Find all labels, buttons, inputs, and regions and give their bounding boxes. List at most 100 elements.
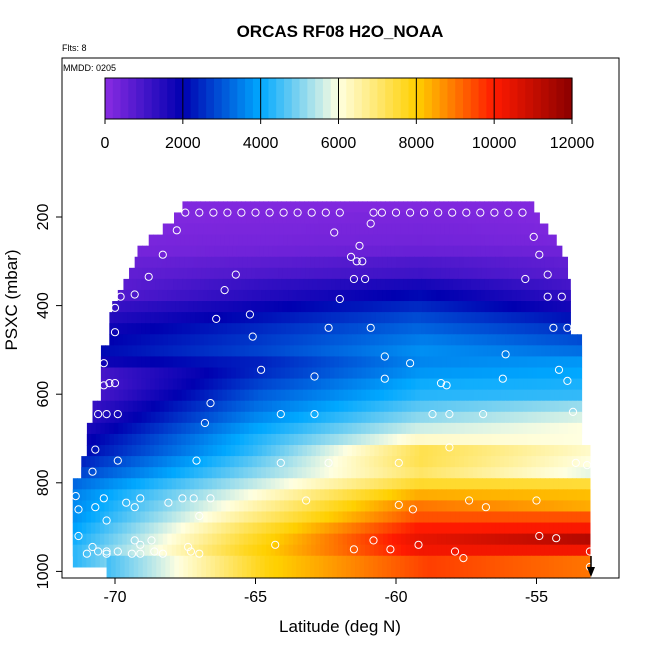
colorbar-cell (182, 78, 192, 119)
data-point (377, 208, 386, 217)
colorbar-cell (322, 78, 332, 119)
data-point (212, 314, 221, 323)
colorbar-cell (159, 78, 168, 119)
data-point (543, 292, 552, 301)
data-point (459, 554, 468, 563)
data-point (251, 208, 260, 217)
heatmap-cell (535, 555, 541, 579)
heatmap-cell (553, 555, 559, 579)
data-point (552, 534, 561, 543)
plot-area (72, 201, 591, 579)
heatmap-cell (567, 555, 573, 579)
colorbar-cell (151, 78, 161, 119)
data-point (88, 542, 97, 552)
colorbar-cell (330, 78, 340, 119)
heatmap-cell (269, 555, 275, 579)
colorbar-cell (260, 78, 270, 119)
colorbar-cell (525, 78, 534, 119)
data-point (276, 458, 285, 467)
data-point (110, 328, 120, 337)
data-point (248, 332, 257, 341)
heatmap-cell (508, 555, 514, 579)
colorbar-cell (377, 78, 386, 119)
data-point (321, 208, 330, 217)
heatmap-cell (336, 555, 343, 579)
data-point (330, 228, 339, 237)
y-axis-label: PSXC (mbar) (2, 249, 21, 350)
heatmap-cell (544, 555, 550, 579)
data-point (91, 503, 100, 512)
y-tick-label: 1000 (35, 554, 52, 590)
data-point (130, 536, 139, 545)
data-point (386, 545, 395, 554)
heatmap-cell (160, 555, 166, 579)
heatmap-cell (115, 555, 121, 579)
colorbar-cell (237, 78, 246, 119)
colorbar-cell (120, 78, 129, 119)
colorbar-cell (556, 78, 565, 119)
heatmap-cell (169, 555, 175, 579)
data-point (462, 208, 471, 217)
colorbar-cell (408, 78, 417, 119)
data-point (136, 540, 145, 549)
colorbar-cell (252, 78, 262, 119)
data-point (279, 208, 288, 217)
heatmap-cell (476, 555, 483, 579)
x-tick-label: -70 (103, 589, 126, 606)
y-tick-label: 600 (35, 381, 52, 408)
heatmap-cell (314, 555, 320, 579)
heatmap-cell (440, 555, 446, 579)
heatmap-cell (273, 555, 279, 579)
data-point (394, 500, 403, 509)
data-point (102, 410, 111, 419)
colorbar-cell (501, 78, 511, 119)
data-point (380, 374, 389, 383)
colorbar-cell (299, 78, 308, 119)
colorbar-cell (533, 78, 542, 119)
x-axis-ticks: -70 -65 -60 -55 (103, 578, 548, 606)
colorbar-tick-label: 10000 (472, 135, 517, 152)
heatmap-cell (418, 555, 424, 579)
heatmap-cell (205, 555, 212, 579)
colorbar-cell (439, 78, 449, 119)
plot-frame (61, 57, 620, 579)
data-point (105, 379, 114, 388)
data-point (147, 536, 156, 545)
heatmap-cell (449, 555, 455, 579)
heatmap-cell (282, 555, 288, 579)
data-point (549, 323, 558, 332)
colorbar-tick-label: 0 (101, 135, 110, 152)
heatmap-cell (260, 555, 266, 579)
colorbar-cell (229, 78, 238, 119)
heatmap-cell (296, 555, 302, 579)
data-point (369, 536, 378, 545)
colorbar-tick-label: 6000 (321, 135, 357, 152)
heatmap-cell (124, 555, 130, 579)
data-point (195, 549, 204, 558)
heatmap-cell (458, 555, 465, 579)
data-point (116, 292, 125, 301)
colorbar-cell (494, 78, 503, 119)
colorbar-cell (284, 78, 293, 119)
data-point (99, 494, 108, 503)
data-point (102, 516, 111, 525)
heatmap-cell (486, 555, 492, 579)
data-point (406, 208, 415, 217)
heatmap-cell (129, 555, 135, 579)
data-point (324, 323, 333, 332)
data-point (113, 410, 122, 419)
data-point (113, 456, 122, 465)
data-point (498, 374, 507, 383)
data-point (71, 492, 80, 501)
data-point (136, 494, 145, 503)
colorbar-cell (564, 78, 573, 119)
data-point (192, 456, 201, 465)
colorbar-cell (338, 78, 347, 119)
data-point (231, 270, 240, 279)
heatmap-cell (196, 555, 203, 579)
heatmap-cell (490, 555, 496, 579)
heatmap-cell (522, 555, 528, 579)
heatmap-cell (391, 555, 397, 579)
data-point (144, 272, 153, 281)
data-point (310, 410, 319, 419)
